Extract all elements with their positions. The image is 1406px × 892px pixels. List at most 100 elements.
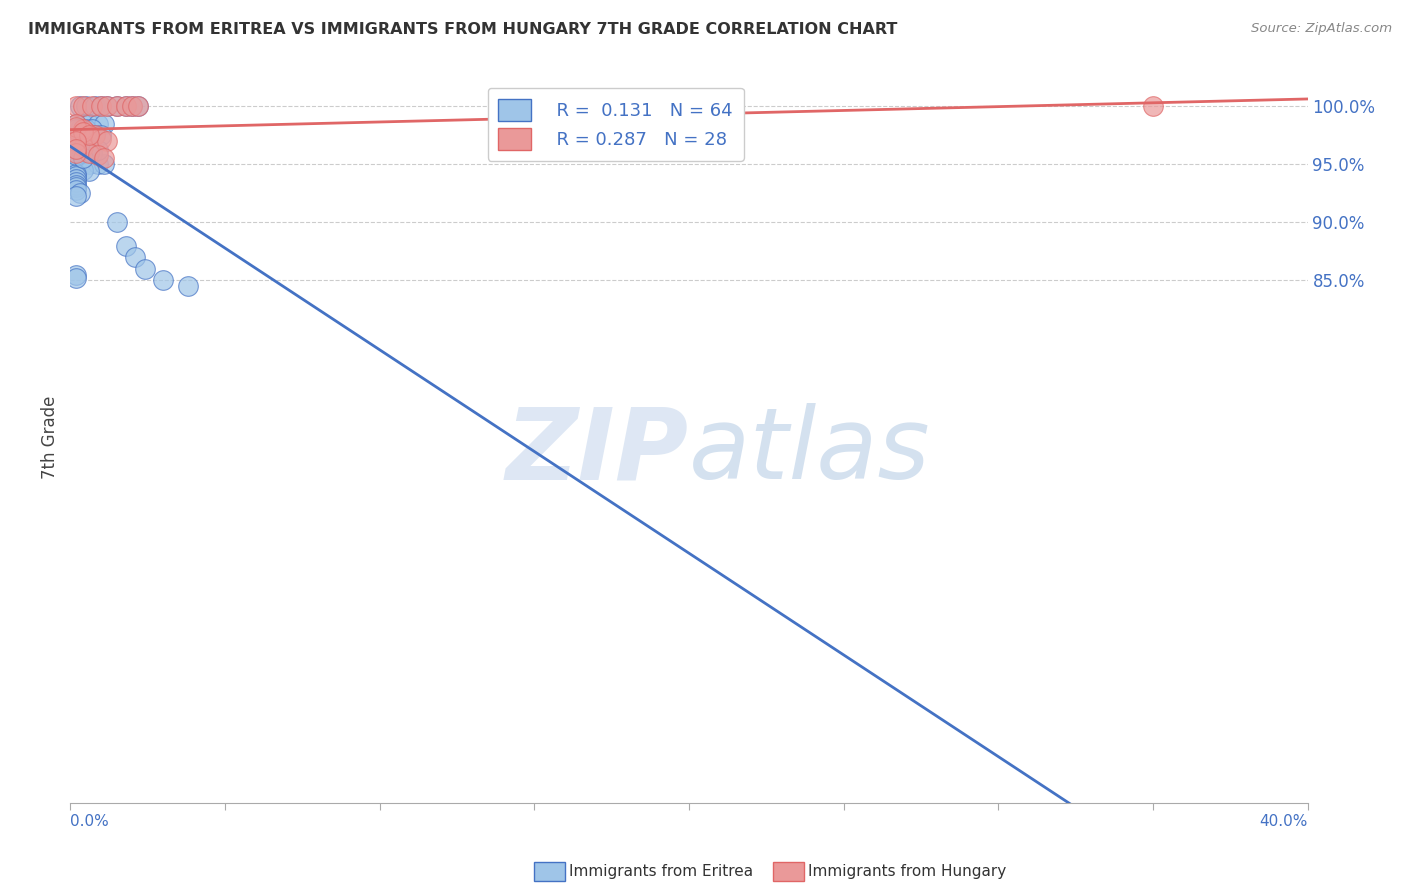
Point xyxy=(75,122,97,136)
Point xyxy=(72,125,94,139)
Point xyxy=(65,148,87,162)
Point xyxy=(72,122,94,136)
Point xyxy=(69,152,91,166)
Point xyxy=(121,99,143,113)
Point xyxy=(152,273,174,287)
Point xyxy=(90,128,112,143)
Point xyxy=(84,128,107,143)
Point xyxy=(93,157,115,171)
Point xyxy=(121,99,143,113)
Point xyxy=(72,117,94,131)
Text: 40.0%: 40.0% xyxy=(1260,814,1308,830)
Point xyxy=(65,167,87,181)
Text: ZIP: ZIP xyxy=(506,403,689,500)
Point xyxy=(134,261,156,276)
Point xyxy=(90,99,112,113)
Point xyxy=(65,268,87,282)
Point xyxy=(65,117,87,131)
Point xyxy=(75,131,97,145)
Legend:   R =  0.131   N = 64,   R = 0.287   N = 28: R = 0.131 N = 64, R = 0.287 N = 28 xyxy=(488,87,744,161)
Point xyxy=(80,99,103,113)
Point xyxy=(65,120,87,134)
Point xyxy=(90,131,112,145)
Point xyxy=(65,271,87,285)
Point xyxy=(65,157,87,171)
Point xyxy=(84,128,107,143)
Point xyxy=(65,142,87,156)
Point xyxy=(1142,99,1164,113)
Point xyxy=(72,99,94,113)
Point xyxy=(69,122,91,136)
Point xyxy=(115,238,138,252)
Point xyxy=(72,153,94,168)
Point xyxy=(75,140,97,154)
Point xyxy=(96,99,118,113)
Text: 0.0%: 0.0% xyxy=(70,814,110,830)
Point xyxy=(69,186,91,201)
Point xyxy=(87,157,110,171)
Point xyxy=(87,144,110,158)
Point xyxy=(72,157,94,171)
Point xyxy=(115,99,138,113)
Point xyxy=(77,157,100,171)
Point xyxy=(87,148,110,162)
Point xyxy=(177,279,200,293)
Point xyxy=(90,99,112,113)
Point xyxy=(105,99,128,113)
Point xyxy=(65,152,87,166)
Point xyxy=(69,140,91,154)
Point xyxy=(77,117,100,131)
Point xyxy=(69,140,91,154)
Point xyxy=(72,140,94,154)
Point xyxy=(65,134,87,148)
Point xyxy=(69,128,91,143)
Point xyxy=(77,145,100,160)
Point xyxy=(65,134,87,148)
Point xyxy=(65,117,87,131)
Point xyxy=(72,152,94,166)
Point xyxy=(65,178,87,193)
Point xyxy=(72,163,94,178)
Point xyxy=(75,99,97,113)
Point xyxy=(127,99,149,113)
Point xyxy=(77,164,100,178)
Point xyxy=(75,145,97,160)
Point xyxy=(124,250,146,264)
Y-axis label: 7th Grade: 7th Grade xyxy=(41,395,59,479)
Point xyxy=(65,180,87,194)
Point xyxy=(80,122,103,136)
Point xyxy=(77,134,100,148)
Point xyxy=(93,152,115,166)
Point xyxy=(127,99,149,113)
Point xyxy=(65,99,87,113)
Text: Immigrants from Hungary: Immigrants from Hungary xyxy=(808,864,1007,879)
Text: atlas: atlas xyxy=(689,403,931,500)
Text: Source: ZipAtlas.com: Source: ZipAtlas.com xyxy=(1251,22,1392,36)
Point xyxy=(65,155,87,169)
Point xyxy=(80,145,103,160)
Point xyxy=(65,134,87,148)
Point xyxy=(65,183,87,197)
Point xyxy=(105,215,128,229)
Point xyxy=(72,142,94,156)
Point xyxy=(84,99,107,113)
Text: IMMIGRANTS FROM ERITREA VS IMMIGRANTS FROM HUNGARY 7TH GRADE CORRELATION CHART: IMMIGRANTS FROM ERITREA VS IMMIGRANTS FR… xyxy=(28,22,897,37)
Point xyxy=(65,148,87,162)
Point xyxy=(65,172,87,186)
Point xyxy=(115,99,138,113)
Point xyxy=(105,99,128,113)
Point xyxy=(93,117,115,131)
Point xyxy=(87,117,110,131)
Point xyxy=(80,145,103,160)
Point xyxy=(65,145,87,160)
Point xyxy=(65,169,87,183)
Text: Immigrants from Eritrea: Immigrants from Eritrea xyxy=(569,864,754,879)
Point xyxy=(65,122,87,136)
Point xyxy=(77,128,100,143)
Point xyxy=(69,99,91,113)
Point xyxy=(96,134,118,148)
Point xyxy=(65,160,87,174)
Point xyxy=(96,99,118,113)
Point xyxy=(75,125,97,139)
Point xyxy=(65,188,87,202)
